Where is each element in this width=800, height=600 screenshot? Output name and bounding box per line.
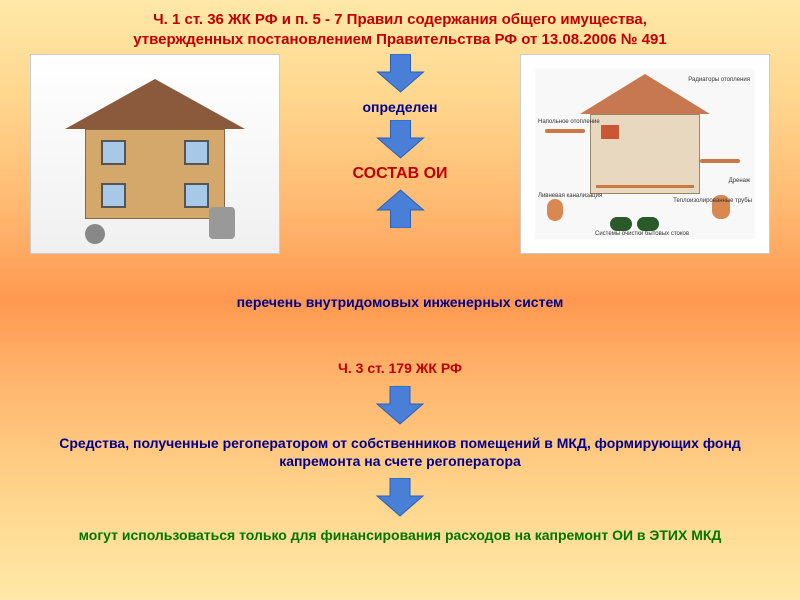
- section2-result: могут использоваться только для финансир…: [79, 526, 722, 544]
- header-block: Ч. 1 ст. 36 ЖК РФ и п. 5 - 7 Правил соде…: [0, 0, 800, 54]
- left-house-illustration: [30, 54, 280, 254]
- arrow-down-icon: [375, 54, 425, 94]
- right-house-illustration: Радиаторы отопления Напольное отопление …: [520, 54, 770, 254]
- center-flow: определен СОСТАВ ОИ: [352, 54, 447, 228]
- arrow-up-icon: [375, 188, 425, 228]
- schematic-wall: [590, 114, 700, 194]
- bottom-flow: Средства, полученные регоператором от со…: [0, 386, 800, 545]
- annotation: Напольное отопление: [538, 119, 600, 125]
- drainage-well-icon: [547, 199, 563, 221]
- floor-heating-icon: [596, 185, 694, 188]
- annotation: Теплоизолированные трубы: [673, 198, 752, 204]
- annotation: Радиаторы отопления: [688, 77, 750, 83]
- house-window: [101, 140, 126, 165]
- pipe-icon: [545, 129, 585, 133]
- header-line1: Ч. 1 ст. 36 ЖК РФ и п. 5 - 7 Правил соде…: [20, 10, 780, 30]
- step2-label: СОСТАВ ОИ: [352, 165, 447, 183]
- arrow-down-icon: [375, 478, 425, 518]
- section2-body: Средства, полученные регоператором от со…: [40, 434, 760, 470]
- top-section: определен СОСТАВ ОИ Радиаторы отопления …: [0, 54, 800, 284]
- septic-tank-icon: [610, 217, 632, 231]
- pipe-icon: [700, 159, 740, 163]
- house-window: [184, 183, 209, 208]
- simple-house: [65, 79, 245, 229]
- arrow-down-icon: [375, 386, 425, 426]
- annotation: Дренаж: [729, 178, 750, 184]
- annotation: Системы очистки бытовых стоков: [595, 231, 689, 237]
- house-walls: [85, 129, 225, 219]
- schematic: Радиаторы отопления Напольное отопление …: [535, 69, 755, 239]
- drain-icon: [85, 224, 105, 244]
- annotation: Ливневая канализация: [538, 193, 602, 199]
- house-window: [101, 183, 126, 208]
- radiator-icon: [601, 125, 619, 139]
- house-roof: [65, 79, 245, 129]
- header-line2: утвержденных постановлением Правительств…: [20, 30, 780, 50]
- tank-icon: [209, 207, 235, 239]
- step1-label: определен: [363, 99, 438, 115]
- subtitle: перечень внутридомовых инженерных систем: [0, 294, 800, 310]
- house-window: [184, 140, 209, 165]
- arrow-down-icon: [375, 120, 425, 160]
- section2-title: Ч. 3 ст. 179 ЖК РФ: [0, 360, 800, 376]
- septic-tank-icon: [637, 217, 659, 231]
